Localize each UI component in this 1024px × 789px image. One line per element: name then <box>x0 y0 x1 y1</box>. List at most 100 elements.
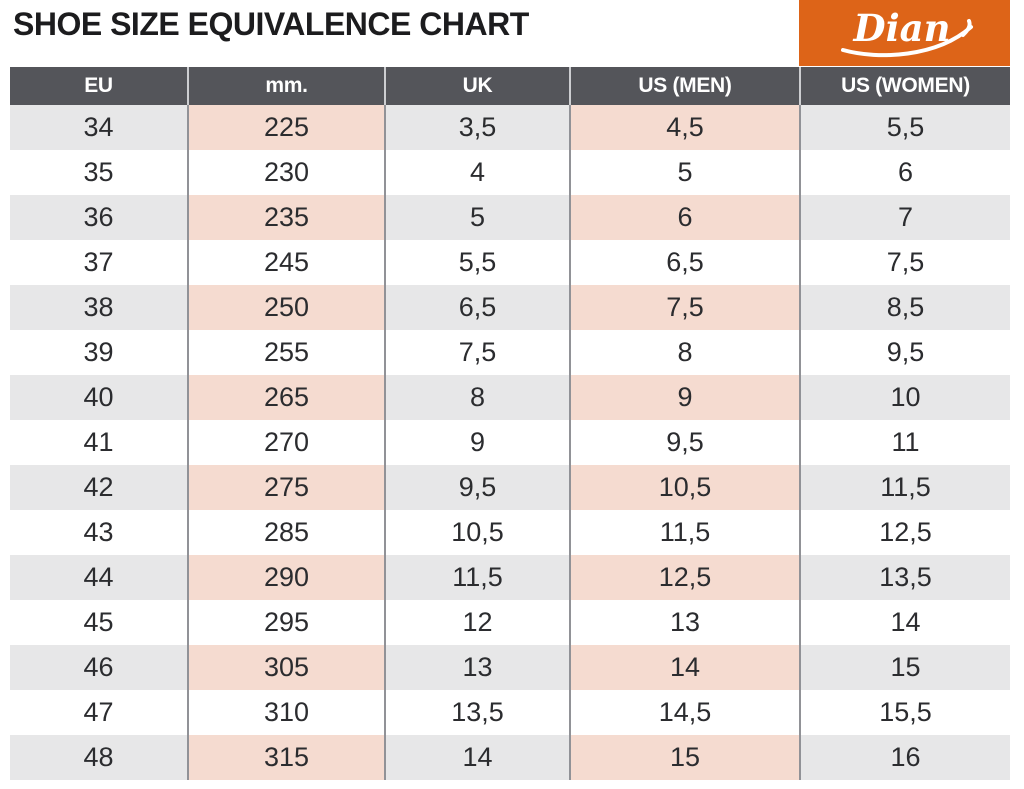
cell-eu: 47 <box>10 690 187 735</box>
cell-mm: 270 <box>187 420 384 465</box>
cell-uk: 13,5 <box>384 690 569 735</box>
cell-us-men: 13 <box>569 600 799 645</box>
table-row: 45 295 12 13 14 <box>10 600 1010 645</box>
cell-uk: 4 <box>384 150 569 195</box>
table-header-row: EU mm. UK US (MEN) US (WOMEN) <box>10 67 1010 105</box>
table-row: 39 255 7,5 8 9,5 <box>10 330 1010 375</box>
header-us-women: US (WOMEN) <box>799 67 1010 105</box>
cell-uk: 8 <box>384 375 569 420</box>
cell-eu: 39 <box>10 330 187 375</box>
cell-us-women: 5,5 <box>799 105 1010 150</box>
cell-us-women: 10 <box>799 375 1010 420</box>
table-row: 43 285 10,5 11,5 12,5 <box>10 510 1010 555</box>
cell-mm: 265 <box>187 375 384 420</box>
cell-eu: 42 <box>10 465 187 510</box>
cell-mm: 275 <box>187 465 384 510</box>
cell-eu: 41 <box>10 420 187 465</box>
cell-us-men: 12,5 <box>569 555 799 600</box>
cell-us-women: 15,5 <box>799 690 1010 735</box>
cell-mm: 285 <box>187 510 384 555</box>
cell-eu: 35 <box>10 150 187 195</box>
table-row: 35 230 4 5 6 <box>10 150 1010 195</box>
cell-us-women: 13,5 <box>799 555 1010 600</box>
cell-us-men: 8 <box>569 330 799 375</box>
cell-mm: 255 <box>187 330 384 375</box>
cell-eu: 36 <box>10 195 187 240</box>
cell-eu: 43 <box>10 510 187 555</box>
cell-eu: 45 <box>10 600 187 645</box>
cell-us-men: 9,5 <box>569 420 799 465</box>
table-row: 41 270 9 9,5 11 <box>10 420 1010 465</box>
size-equivalence-table: EU mm. UK US (MEN) US (WOMEN) 34 225 3,5 4,… <box>10 67 1010 780</box>
cell-us-women: 6 <box>799 150 1010 195</box>
cell-uk: 3,5 <box>384 105 569 150</box>
table-row: 47 310 13,5 14,5 15,5 <box>10 690 1010 735</box>
cell-eu: 34 <box>10 105 187 150</box>
cell-eu: 37 <box>10 240 187 285</box>
header-mm: mm. <box>187 67 384 105</box>
cell-us-women: 15 <box>799 645 1010 690</box>
table-row: 38 250 6,5 7,5 8,5 <box>10 285 1010 330</box>
logo-underline-flourish <box>841 19 973 58</box>
cell-us-women: 7 <box>799 195 1010 240</box>
cell-uk: 10,5 <box>384 510 569 555</box>
cell-us-men: 9 <box>569 375 799 420</box>
cell-uk: 14 <box>384 735 569 780</box>
cell-us-men: 11,5 <box>569 510 799 555</box>
brand-logo: Dian <box>799 0 1010 66</box>
cell-us-men: 6,5 <box>569 240 799 285</box>
cell-uk: 7,5 <box>384 330 569 375</box>
cell-eu: 44 <box>10 555 187 600</box>
table-row: 48 315 14 15 16 <box>10 735 1010 780</box>
table-row: 42 275 9,5 10,5 11,5 <box>10 465 1010 510</box>
table-row: 37 245 5,5 6,5 7,5 <box>10 240 1010 285</box>
cell-mm: 250 <box>187 285 384 330</box>
cell-us-women: 9,5 <box>799 330 1010 375</box>
logo-text: Dian <box>852 6 950 50</box>
header-eu: EU <box>84 74 113 97</box>
cell-us-women: 14 <box>799 600 1010 645</box>
cell-eu: 38 <box>10 285 187 330</box>
cell-mm: 245 <box>187 240 384 285</box>
table-body: 34 225 3,5 4,5 5,5 35 230 4 5 6 36 235 5 6 7 37 245 5,5 6,… <box>10 105 1010 780</box>
table-row: 46 305 13 14 15 <box>10 645 1010 690</box>
cell-uk: 13 <box>384 645 569 690</box>
cell-us-men: 5 <box>569 150 799 195</box>
cell-eu: 40 <box>10 375 187 420</box>
cell-us-men: 10,5 <box>569 465 799 510</box>
cell-us-women: 8,5 <box>799 285 1010 330</box>
cell-us-men: 15 <box>569 735 799 780</box>
cell-mm: 295 <box>187 600 384 645</box>
cell-mm: 230 <box>187 150 384 195</box>
dian-logo-graphic: Dian <box>841 6 973 58</box>
cell-uk: 5,5 <box>384 240 569 285</box>
cell-us-women: 11,5 <box>799 465 1010 510</box>
table-row: 36 235 5 6 7 <box>10 195 1010 240</box>
cell-mm: 235 <box>187 195 384 240</box>
cell-us-women: 12,5 <box>799 510 1010 555</box>
table-row: 44 290 11,5 12,5 13,5 <box>10 555 1010 600</box>
table-row: 34 225 3,5 4,5 5,5 <box>10 105 1010 150</box>
cell-us-women: 16 <box>799 735 1010 780</box>
table-row: 40 265 8 9 10 <box>10 375 1010 420</box>
cell-us-men: 14 <box>569 645 799 690</box>
cell-uk: 9 <box>384 420 569 465</box>
cell-mm: 310 <box>187 690 384 735</box>
cell-us-men: 14,5 <box>569 690 799 735</box>
cell-eu: 46 <box>10 645 187 690</box>
cell-uk: 9,5 <box>384 465 569 510</box>
page-title: SHOE SIZE EQUIVALENCE CHART <box>13 6 529 42</box>
cell-mm: 225 <box>187 105 384 150</box>
cell-us-men: 4,5 <box>569 105 799 150</box>
cell-uk: 6,5 <box>384 285 569 330</box>
cell-mm: 305 <box>187 645 384 690</box>
cell-us-men: 6 <box>569 195 799 240</box>
cell-eu: 48 <box>10 735 187 780</box>
cell-uk: 5 <box>384 195 569 240</box>
cell-mm: 315 <box>187 735 384 780</box>
cell-us-women: 7,5 <box>799 240 1010 285</box>
cell-us-women: 11 <box>799 420 1010 465</box>
cell-uk: 11,5 <box>384 555 569 600</box>
cell-mm: 290 <box>187 555 384 600</box>
